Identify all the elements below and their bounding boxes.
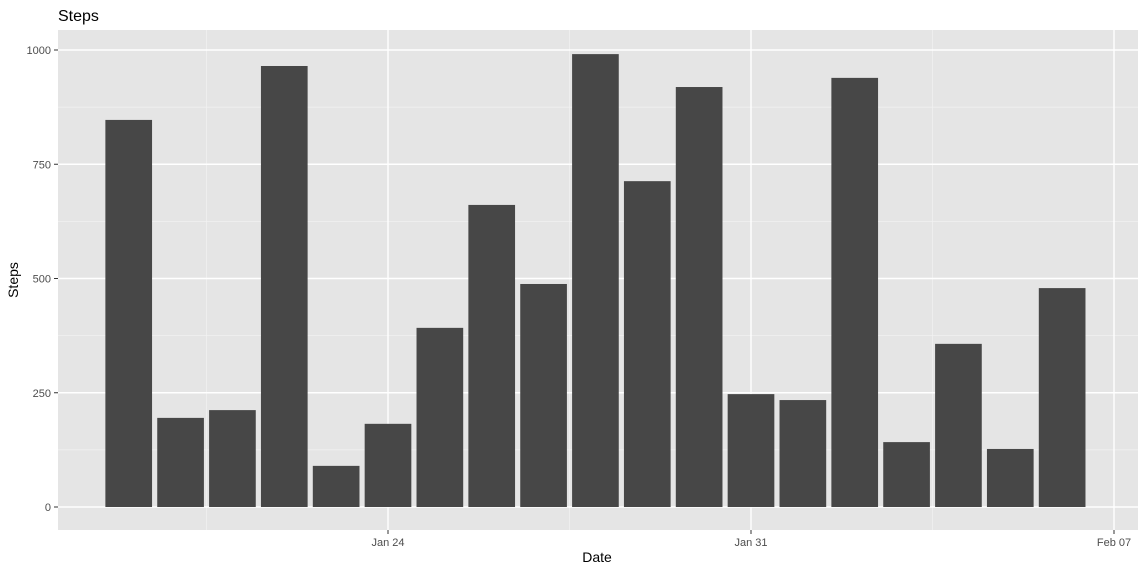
y-tick-label: 750	[33, 159, 51, 171]
y-tick-label: 250	[33, 388, 51, 400]
y-tick-label: 500	[33, 274, 51, 286]
bar	[468, 204, 516, 507]
bar	[105, 119, 153, 508]
bar	[572, 54, 619, 507]
bar	[260, 65, 308, 508]
bar	[312, 465, 360, 507]
bar	[1038, 288, 1086, 507]
chart-title: Steps	[58, 8, 99, 25]
bar	[416, 327, 464, 507]
bar	[520, 283, 567, 507]
bar	[157, 417, 204, 507]
y-axis-label: Steps	[5, 262, 21, 298]
bar	[986, 448, 1034, 507]
bar	[675, 87, 723, 507]
y-tick-label: 0	[45, 502, 51, 514]
x-tick-label: Jan 31	[734, 537, 767, 549]
bar	[209, 410, 256, 507]
bar	[623, 181, 671, 507]
bar	[364, 423, 412, 507]
bar	[935, 343, 982, 507]
bar	[883, 442, 930, 507]
bar	[727, 394, 775, 507]
x-tick-label: Jan 24	[371, 537, 404, 549]
x-tick-label: Feb 07	[1097, 537, 1131, 549]
bar	[779, 400, 827, 507]
y-tick-label: 1000	[27, 45, 51, 57]
x-axis-label: Date	[582, 549, 612, 565]
bar	[831, 77, 879, 507]
